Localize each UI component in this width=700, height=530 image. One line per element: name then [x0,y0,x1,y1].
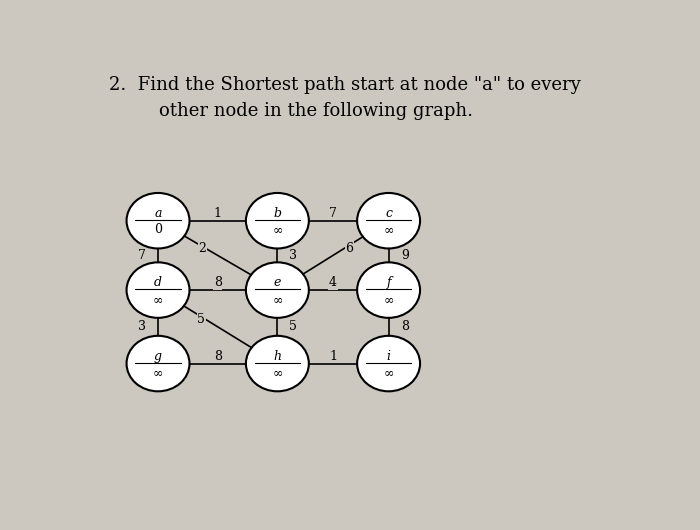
Text: 5: 5 [288,320,297,333]
Text: 7: 7 [138,249,146,262]
Ellipse shape [246,336,309,391]
Ellipse shape [246,262,309,318]
Text: ∞: ∞ [272,293,283,306]
Text: other node in the following graph.: other node in the following graph. [136,102,473,120]
Text: h: h [274,350,281,363]
Text: ∞: ∞ [272,223,283,236]
Text: 2.  Find the Shortest path start at node "a" to every: 2. Find the Shortest path start at node … [109,76,581,94]
Text: a: a [154,207,162,220]
Text: ∞: ∞ [153,366,163,379]
Text: i: i [386,350,391,363]
Text: 8: 8 [214,276,222,289]
Text: f: f [386,276,391,289]
Ellipse shape [127,336,190,391]
Text: g: g [154,350,162,363]
Ellipse shape [127,262,190,318]
Text: ∞: ∞ [384,223,394,236]
Ellipse shape [357,193,420,249]
Text: ∞: ∞ [153,293,163,306]
Text: 5: 5 [197,313,205,326]
Text: 2: 2 [199,242,206,254]
Text: 8: 8 [401,320,409,333]
Text: 7: 7 [329,207,337,220]
Text: 6: 6 [345,242,354,254]
Text: 3: 3 [288,249,297,262]
Text: ∞: ∞ [272,366,283,379]
Text: 8: 8 [214,350,222,363]
Text: d: d [154,276,162,289]
Text: b: b [274,207,281,220]
Text: 3: 3 [138,320,146,333]
Text: 1: 1 [329,350,337,363]
Ellipse shape [127,193,190,249]
Ellipse shape [357,336,420,391]
Text: 1: 1 [214,207,222,220]
Text: e: e [274,276,281,289]
Ellipse shape [246,193,309,249]
Text: 9: 9 [401,249,409,262]
Text: ∞: ∞ [384,293,394,306]
Ellipse shape [357,262,420,318]
Text: 4: 4 [329,276,337,289]
Text: c: c [385,207,392,220]
Text: 0: 0 [154,223,162,236]
Text: ∞: ∞ [384,366,394,379]
